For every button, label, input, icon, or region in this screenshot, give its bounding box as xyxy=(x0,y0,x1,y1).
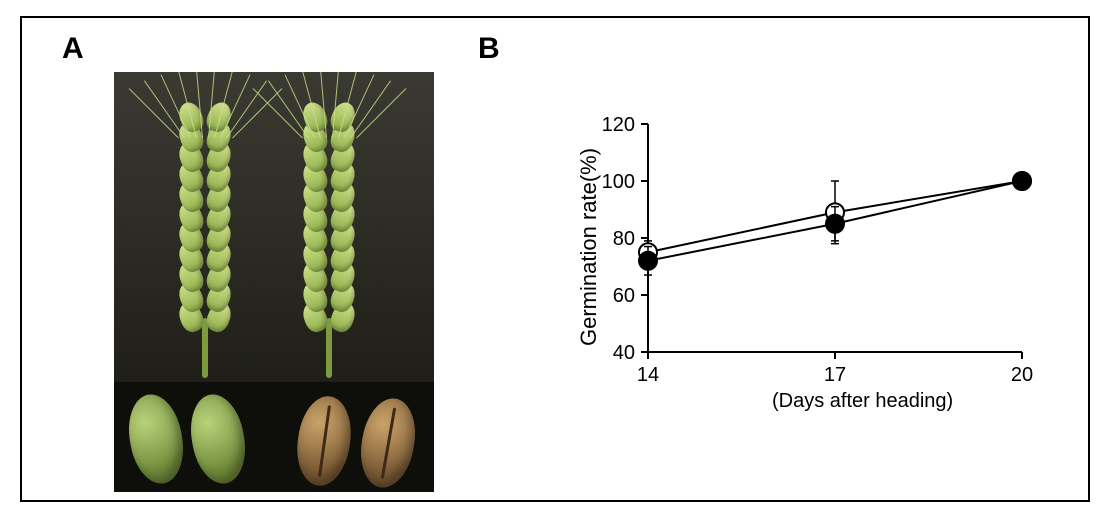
seed-green-1 xyxy=(123,390,190,488)
x-axis-label: (Days after heading) xyxy=(772,390,953,413)
wheat-head-right xyxy=(284,78,374,378)
wheat-head-left xyxy=(160,78,250,378)
seed-green-2 xyxy=(185,390,252,488)
svg-text:100: 100 xyxy=(602,171,635,193)
panel-label-b: B xyxy=(478,32,500,66)
panel-a-top-photo xyxy=(114,72,434,382)
svg-text:60: 60 xyxy=(613,285,635,307)
panel-label-a: A xyxy=(62,32,84,66)
svg-text:17: 17 xyxy=(824,364,846,386)
svg-text:14: 14 xyxy=(637,364,659,386)
seed-brown-2 xyxy=(355,394,422,492)
panel-a-seed-photo xyxy=(114,382,434,492)
svg-text:80: 80 xyxy=(613,228,635,250)
figure-frame: A B 40 60 80 100 120 14 17 20 Germination rate(… xyxy=(20,16,1090,502)
chart-svg: 40 60 80 100 120 14 17 20 xyxy=(572,114,1042,434)
y-axis-label: Germination rate(%) xyxy=(576,148,602,346)
germination-chart: 40 60 80 100 120 14 17 20 Germination rate(%) (… xyxy=(572,114,1042,434)
svg-text:120: 120 xyxy=(602,114,635,136)
svg-text:40: 40 xyxy=(613,342,635,364)
svg-text:20: 20 xyxy=(1011,364,1033,386)
panel-a-image xyxy=(114,72,434,492)
seed-brown-1 xyxy=(292,393,356,489)
